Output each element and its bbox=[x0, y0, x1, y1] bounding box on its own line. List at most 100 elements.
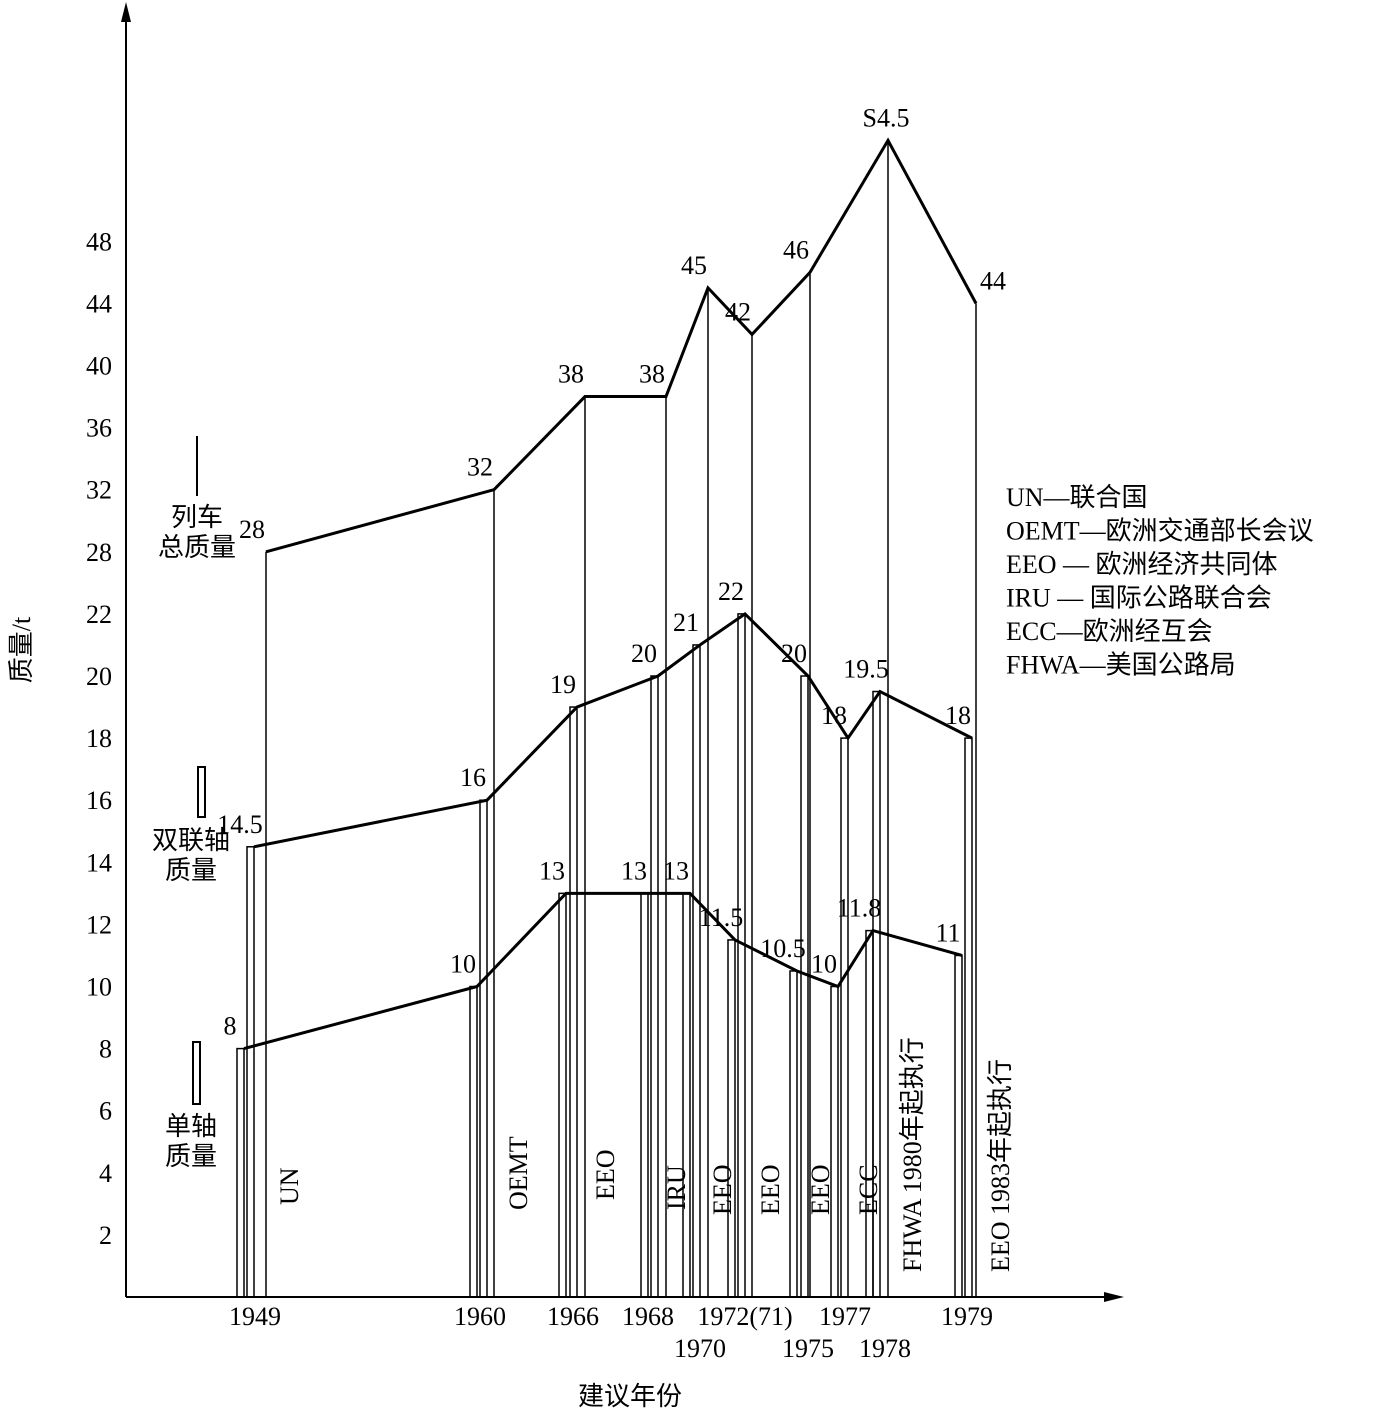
annotation: UN bbox=[275, 1167, 304, 1205]
value-bar bbox=[789, 970, 798, 1298]
data-label: 8 bbox=[224, 1012, 237, 1041]
legend-label: 双联轴 质量 bbox=[151, 826, 230, 885]
value-bar bbox=[650, 675, 659, 1298]
y-tick-label: 36 bbox=[86, 414, 112, 443]
y-tick-label: 8 bbox=[99, 1035, 112, 1064]
data-label: 10 bbox=[811, 950, 837, 979]
legend-label: 单轴 质量 bbox=[164, 1112, 217, 1171]
note: EEO — 欧洲经济共同体 bbox=[1006, 550, 1278, 579]
y-arrow bbox=[121, 2, 131, 22]
data-label: 13 bbox=[663, 856, 689, 885]
y-tick-label: 40 bbox=[86, 352, 112, 381]
annotation: EEO bbox=[806, 1164, 835, 1215]
value-bar bbox=[682, 892, 691, 1298]
data-label: 38 bbox=[639, 360, 665, 389]
x-tick-label: 1949 bbox=[229, 1302, 281, 1331]
value-bar bbox=[558, 892, 567, 1298]
x-arrow bbox=[1104, 1292, 1124, 1302]
data-label: 11 bbox=[935, 918, 960, 947]
value-bar bbox=[692, 644, 701, 1298]
y-tick-label: 2 bbox=[99, 1221, 112, 1250]
y-tick-label: 44 bbox=[86, 289, 112, 318]
note: FHWA—美国公路局 bbox=[1006, 651, 1236, 680]
data-label: 13 bbox=[539, 856, 565, 885]
y-tick-label: 28 bbox=[86, 538, 112, 567]
value-bar bbox=[246, 846, 255, 1298]
y-tick-label: 14 bbox=[86, 848, 112, 877]
data-label: 11.8 bbox=[837, 894, 882, 923]
value-bar bbox=[865, 929, 874, 1298]
data-label: S4.5 bbox=[863, 103, 910, 132]
value-bar bbox=[569, 706, 578, 1298]
data-label: 19.5 bbox=[843, 655, 889, 684]
y-tick-label: 12 bbox=[86, 910, 112, 939]
annotation: FHWA 1980年起执行 bbox=[898, 1037, 927, 1272]
annotation: OEMT bbox=[504, 1136, 533, 1210]
x-tick-label: 1970 bbox=[674, 1334, 726, 1363]
y-axis-title: 质量/t bbox=[7, 616, 36, 683]
data-label: 46 bbox=[783, 235, 809, 264]
note: OEMT—欧洲交通部长会议 bbox=[1006, 517, 1314, 546]
y-tick-label: 4 bbox=[99, 1159, 112, 1188]
series-line bbox=[253, 611, 973, 849]
data-label: 21 bbox=[673, 608, 699, 637]
x-tick-label: 1960 bbox=[454, 1302, 506, 1331]
data-label: 14.5 bbox=[217, 810, 263, 839]
annotation: EEO 1983年起执行 bbox=[986, 1059, 1015, 1272]
x-tick-label: 1979 bbox=[941, 1302, 993, 1331]
y-tick-label: 10 bbox=[86, 973, 112, 1002]
value-bar bbox=[469, 985, 478, 1298]
x-tick-label: 1978 bbox=[859, 1334, 911, 1363]
annotation: ECC bbox=[854, 1164, 883, 1215]
value-bar bbox=[840, 737, 849, 1298]
data-label: 13 bbox=[621, 856, 647, 885]
x-tick-label: 1968 bbox=[622, 1302, 674, 1331]
y-tick-label: 20 bbox=[86, 662, 112, 691]
y-tick-label: 22 bbox=[86, 600, 112, 629]
x-tick-label: 1975 bbox=[782, 1334, 834, 1363]
y-tick-label: 16 bbox=[86, 786, 112, 815]
value-bar bbox=[479, 799, 488, 1298]
series-line bbox=[265, 137, 978, 554]
value-bar bbox=[236, 1047, 245, 1298]
legend-glyph bbox=[197, 766, 206, 818]
note: ECC—欧洲经互会 bbox=[1006, 617, 1213, 646]
value-bar bbox=[737, 613, 746, 1298]
data-label: 22 bbox=[718, 577, 744, 606]
annotation: EEO bbox=[591, 1149, 620, 1200]
value-bar bbox=[830, 985, 839, 1298]
data-label: 45 bbox=[681, 251, 707, 280]
data-label: 16 bbox=[460, 763, 486, 792]
value-bar bbox=[727, 939, 736, 1298]
x-axis-title: 建议年份 bbox=[578, 1382, 682, 1411]
note: UN—联合国 bbox=[1006, 483, 1148, 512]
legend-label: 列车 总质量 bbox=[157, 503, 236, 562]
y-tick-label: 6 bbox=[99, 1097, 112, 1126]
x-tick-label: 1966 bbox=[547, 1302, 599, 1331]
y-tick-label: 32 bbox=[86, 476, 112, 505]
value-bar bbox=[800, 675, 809, 1298]
x-tick-label: 1977 bbox=[819, 1302, 871, 1331]
data-label: 10.5 bbox=[760, 934, 806, 963]
data-label: 20 bbox=[631, 639, 657, 668]
data-label: 28 bbox=[239, 515, 265, 544]
x-tick-label: 1972(71) bbox=[697, 1302, 792, 1331]
value-bar bbox=[954, 954, 963, 1298]
data-label: 44 bbox=[980, 266, 1006, 295]
data-label: 10 bbox=[450, 950, 476, 979]
series-line bbox=[243, 891, 963, 1051]
y-tick-label: 48 bbox=[86, 227, 112, 256]
annotation: EEO bbox=[708, 1164, 737, 1215]
value-bar bbox=[964, 737, 973, 1298]
data-label: 32 bbox=[467, 453, 493, 482]
legend-glyph bbox=[192, 1041, 201, 1105]
note: IRU — 国际公路联合会 bbox=[1006, 584, 1272, 613]
y-tick-label: 18 bbox=[86, 724, 112, 753]
annotation: IRU bbox=[662, 1165, 691, 1210]
data-label: 19 bbox=[550, 670, 576, 699]
annotation: EEO bbox=[756, 1164, 785, 1215]
data-label: 38 bbox=[558, 360, 584, 389]
value-bar bbox=[640, 892, 649, 1298]
